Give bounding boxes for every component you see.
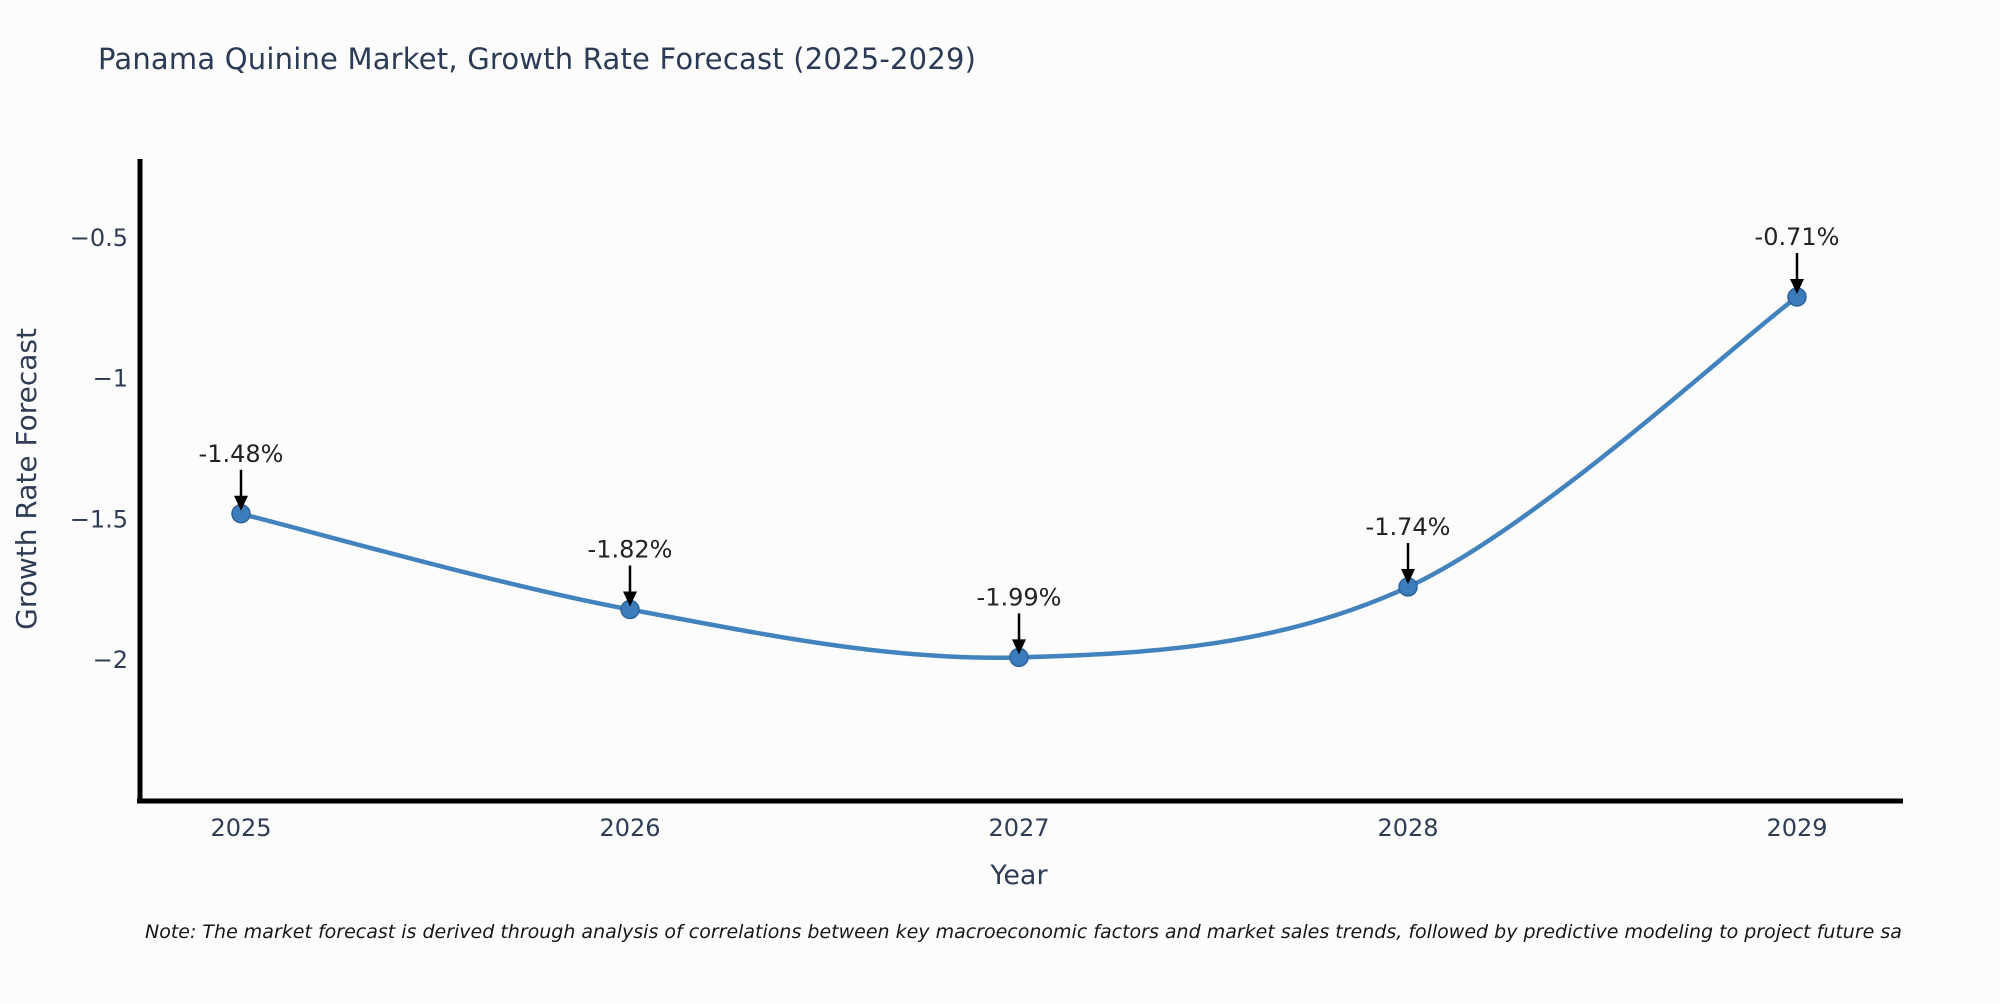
y-tick-label: −1 bbox=[93, 365, 128, 393]
annotation-arrowhead-icon bbox=[234, 495, 248, 511]
data-label: -1.99% bbox=[977, 583, 1062, 611]
annotation-arrowhead-icon bbox=[1401, 569, 1415, 584]
chart-title: Panama Quinine Market, Growth Rate Forec… bbox=[98, 42, 977, 76]
x-tick-label: 2026 bbox=[599, 814, 660, 842]
x-tick-label: 2027 bbox=[988, 814, 1049, 842]
data-label: -0.71% bbox=[1755, 223, 1840, 251]
x-axis-title: Year bbox=[989, 860, 1048, 891]
x-tick-label: 2029 bbox=[1766, 814, 1827, 842]
data-label: -1.74% bbox=[1366, 513, 1451, 541]
y-tick-label: −0.5 bbox=[70, 224, 128, 252]
y-axis-title: Growth Rate Forecast bbox=[10, 328, 43, 630]
y-tick-label: −2 bbox=[93, 646, 128, 674]
annotation-arrowhead-icon bbox=[1790, 278, 1804, 294]
data-label: -1.82% bbox=[588, 536, 673, 564]
y-tick-label: −1.5 bbox=[70, 505, 128, 533]
data-label: -1.48% bbox=[199, 440, 284, 468]
annotation-arrowhead-icon bbox=[623, 591, 637, 607]
footnote: Note: The market forecast is derived thr… bbox=[145, 921, 1902, 943]
annotation-arrowhead-icon bbox=[1012, 639, 1026, 655]
x-tick-label: 2025 bbox=[210, 814, 271, 842]
x-tick-label: 2028 bbox=[1377, 814, 1438, 842]
